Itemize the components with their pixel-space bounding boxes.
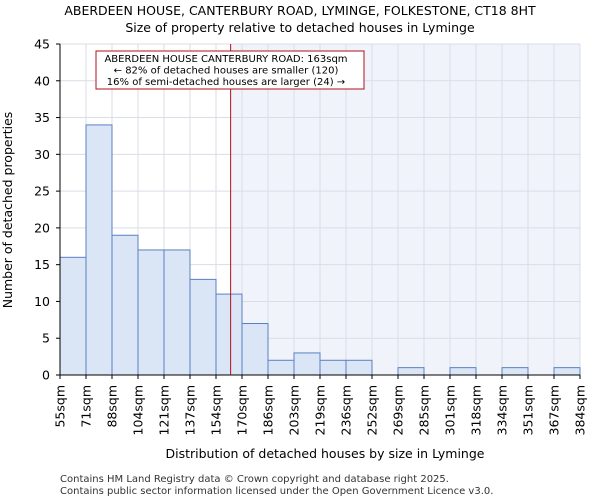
footer-line-2: Contains public sector information licen… [60, 486, 493, 497]
x-tick-label: 121sqm [157, 385, 172, 435]
x-tick-label: 88sqm [105, 385, 120, 428]
bar-219sqm [319, 359, 347, 376]
x-tick-label: 170sqm [235, 385, 250, 435]
x-tick-label: 334sqm [495, 385, 510, 435]
x-tick-label: 203sqm [287, 385, 302, 435]
x-axis-label: Distribution of detached houses by size … [166, 446, 485, 461]
y-tick-label: 20 [34, 220, 50, 235]
x-tick-label: 154sqm [209, 385, 224, 435]
x-tick-label: 285sqm [417, 385, 432, 435]
bar-55sqm [59, 256, 87, 376]
x-tick-label: 318sqm [469, 385, 484, 435]
plot-area: 0 5 10 15 20 25 30 35 40 45 55sqm 71sqm 88sqm 104sqm 1… [34, 37, 587, 436]
x-tick-label: 252sqm [365, 385, 380, 435]
x-tick-label: 384sqm [573, 385, 588, 435]
x-tick-label: 137sqm [183, 385, 198, 435]
annotation-box [95, 50, 365, 90]
chart-subtitle: Size of property relative to detached ho… [125, 20, 475, 35]
y-tick-label: 15 [34, 257, 50, 272]
bar-334sqm [501, 367, 529, 376]
x-tick-label: 186sqm [261, 385, 276, 435]
annotation-line-1: ABERDEEN HOUSE CANTERBURY ROAD: 163sqm [104, 54, 347, 65]
x-tick-label: 351sqm [521, 385, 536, 435]
x-tick-label: 71sqm [79, 385, 94, 428]
bar-137sqm [189, 278, 217, 376]
x-tick-label: 219sqm [313, 385, 328, 435]
y-tick-label: 35 [34, 110, 50, 125]
chart-title: ABERDEEN HOUSE, CANTERBURY ROAD, LYMINGE… [64, 3, 536, 18]
x-tick-label: 55sqm [53, 385, 68, 428]
y-tick-label: 40 [34, 73, 50, 88]
y-tick-label: 5 [42, 331, 50, 346]
larger-region-shade [230, 44, 580, 375]
footer-line-1: Contains HM Land Registry data © Crown c… [60, 474, 449, 485]
bar-170sqm [241, 323, 269, 376]
bar-236sqm [345, 359, 373, 376]
bar-104sqm [137, 249, 165, 376]
y-tick-label: 30 [34, 147, 50, 162]
bar-301sqm [449, 367, 477, 376]
bar-186sqm [267, 359, 295, 376]
x-tick-label: 301sqm [443, 385, 458, 435]
bar-121sqm [163, 249, 191, 376]
x-tick-label: 104sqm [131, 385, 146, 435]
y-axis-label: Number of detached properties [0, 112, 15, 309]
bar-269sqm [397, 367, 425, 376]
x-tick-label: 367sqm [547, 385, 562, 435]
y-tick-label: 45 [34, 37, 50, 52]
annotation-line-3: 16% of semi-detached houses are larger (… [107, 77, 345, 88]
y-tick-label: 10 [34, 294, 50, 309]
annotation-line-2: ← 82% of detached houses are smaller (12… [114, 66, 339, 77]
bar-154sqm [215, 293, 243, 376]
bar-203sqm [293, 352, 321, 376]
bar-71sqm [85, 124, 113, 376]
y-tick-label: 0 [42, 368, 50, 383]
bar-88sqm [111, 234, 139, 376]
x-tick-label: 236sqm [339, 385, 354, 435]
x-tick-label: 269sqm [391, 385, 406, 435]
bar-367sqm [553, 367, 581, 376]
y-tick-label: 25 [34, 184, 50, 199]
